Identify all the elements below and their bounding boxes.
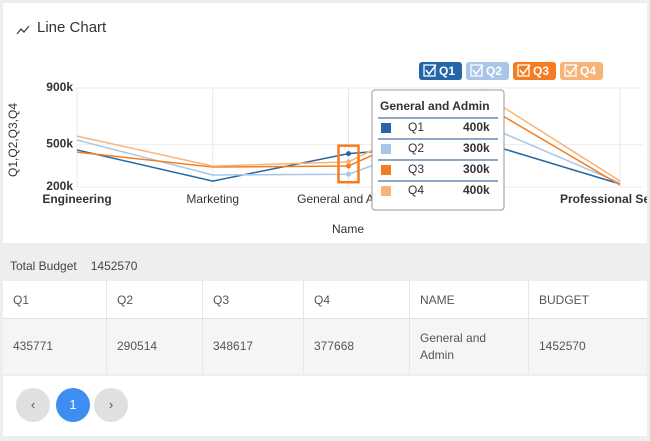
header[interactable]: NAME: [409, 281, 529, 319]
chart-card: Line Chart Q1,Q2,Q3,Q4 Name 200k 500k 900k…: [3, 3, 650, 243]
x-axis-title: Name: [332, 222, 364, 236]
tooltip-swatch: [381, 123, 391, 133]
legend-check: [470, 64, 483, 77]
cell: General and Admin: [409, 318, 529, 374]
header-row: Q1 Q2 Q3 Q4 NAME BUDGET: [3, 281, 647, 319]
tooltip-swatch: [381, 165, 391, 175]
point: [346, 171, 351, 177]
legend-label: Q2: [486, 64, 502, 78]
legend-item[interactable]: Q2: [466, 62, 509, 80]
legend-check: [564, 64, 577, 77]
point: [346, 163, 351, 169]
cell: 290514: [106, 318, 203, 374]
cell: 1452570: [528, 318, 647, 374]
x-tick-label: Professional Services: [560, 192, 647, 206]
page-button[interactable]: 1: [56, 388, 90, 422]
legend-check: [517, 64, 530, 77]
cell: 435771: [3, 318, 107, 374]
next-page[interactable]: ›: [94, 388, 128, 422]
tooltip-value: 400k: [463, 183, 490, 197]
header[interactable]: Q3: [202, 281, 304, 319]
legend-label: Q1: [439, 64, 455, 78]
tooltip-value: 400k: [463, 120, 490, 134]
y-axis-title: Q1,Q2,Q3,Q4: [6, 103, 20, 177]
header[interactable]: Q2: [106, 281, 203, 319]
tooltip-title: General and Admin: [380, 99, 490, 113]
tooltip-name: Q1: [408, 120, 424, 134]
tooltip-swatch: [381, 144, 391, 154]
legend-label: Q4: [580, 64, 596, 78]
tooltip-value: 300k: [463, 141, 490, 155]
chart-icon: [16, 25, 30, 35]
summary-label: Total Budget: [10, 259, 77, 273]
tooltip-name: Q2: [408, 141, 424, 155]
legend-check: [423, 64, 436, 77]
x-tick-label: Marketing: [186, 192, 239, 206]
header[interactable]: Q1: [3, 281, 107, 319]
tooltip: [371, 89, 505, 211]
prev-page[interactable]: ‹: [16, 388, 50, 422]
point: [346, 151, 351, 157]
y-tick-label: 900k: [46, 80, 73, 94]
row: 435771 290514 348617 377668 General and …: [3, 318, 647, 374]
point: [346, 159, 351, 165]
tooltip-swatch: [381, 186, 391, 196]
cell: 348617: [202, 318, 304, 374]
legend-check: [566, 64, 578, 76]
x-tick-label: Engineering: [42, 192, 111, 206]
legend-check: [425, 64, 437, 76]
card-title: Line Chart: [37, 19, 107, 36]
pagination: ‹ 1 ›: [3, 376, 647, 436]
cell: 377668: [303, 318, 410, 374]
legend-check: [519, 64, 531, 76]
summary-value: 1452570: [90, 259, 138, 273]
legend-label: Q3: [533, 64, 549, 78]
tooltip-value: 300k: [463, 162, 490, 176]
header[interactable]: BUDGET: [528, 281, 647, 319]
legend-item[interactable]: Q4: [560, 62, 603, 80]
legend-check: [472, 64, 484, 76]
chart: Line Chart Q1,Q2,Q3,Q4 Name 200k 500k 900k…: [6, 19, 650, 236]
summary: Total Budget 1452570: [10, 259, 137, 273]
legend-item[interactable]: Q1: [419, 62, 462, 80]
tooltip-name: Q4: [408, 183, 424, 197]
tooltip-name: Q3: [408, 162, 424, 176]
data-table: Q1 Q2 Q3 Q4 NAME BUDGET 435771 290514 34…: [3, 281, 647, 374]
header[interactable]: Q4: [303, 281, 410, 319]
y-tick-label: 200k: [46, 179, 73, 193]
legend-item[interactable]: Q3: [513, 62, 556, 80]
hover-highlight: [337, 144, 360, 184]
y-tick-label: 500k: [46, 137, 73, 151]
